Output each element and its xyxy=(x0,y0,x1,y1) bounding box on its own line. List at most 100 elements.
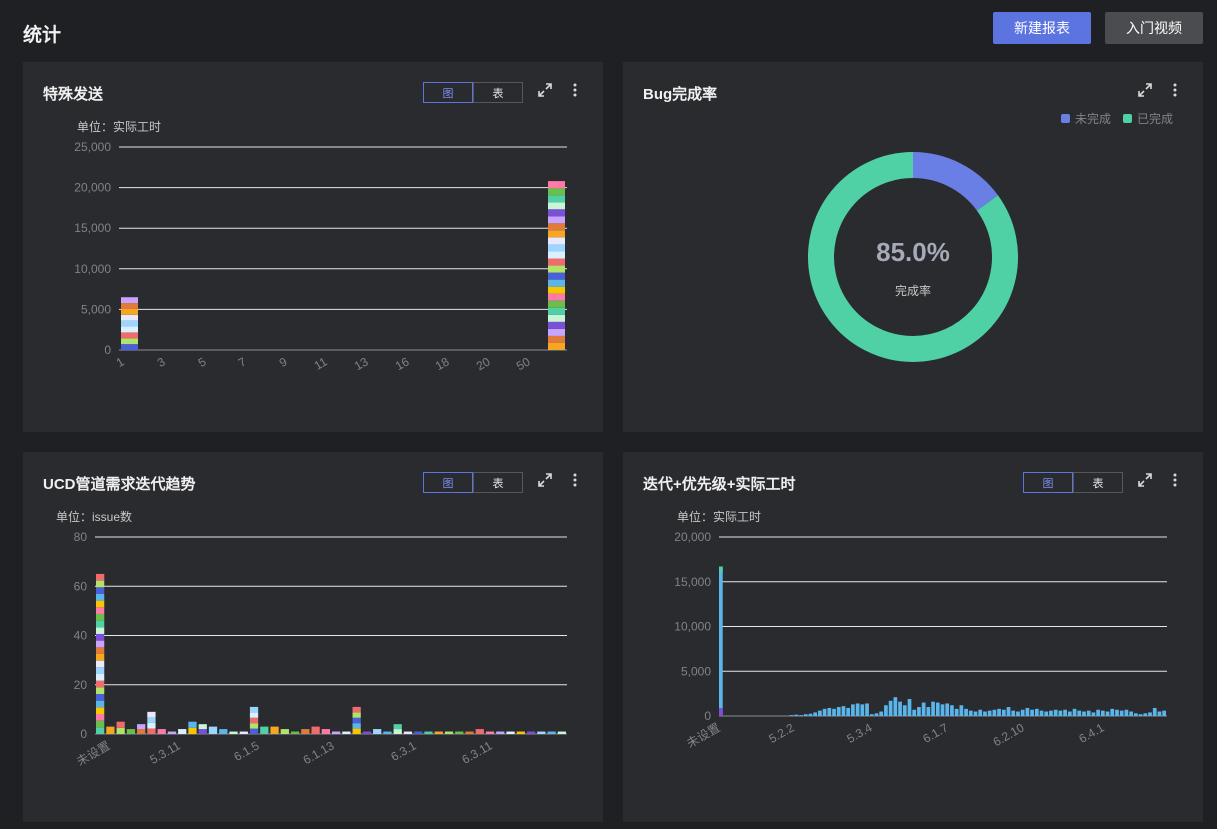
bar-segment[interactable] xyxy=(373,729,382,734)
bar-segment[interactable] xyxy=(96,680,105,688)
bar-segment[interactable] xyxy=(270,726,279,734)
bar-segment[interactable] xyxy=(249,706,259,713)
bar[interactable] xyxy=(902,705,907,716)
bar[interactable] xyxy=(1006,707,1011,716)
bar-segment[interactable] xyxy=(548,258,565,266)
more-vertical-icon[interactable] xyxy=(1166,81,1184,99)
bar[interactable] xyxy=(893,697,898,716)
bar-segment[interactable] xyxy=(96,660,105,668)
bar[interactable] xyxy=(1148,712,1152,716)
bar-segment[interactable] xyxy=(548,335,565,343)
bar-segment[interactable] xyxy=(96,687,105,694)
bar-segment[interactable] xyxy=(96,600,105,608)
bar-segment[interactable] xyxy=(96,580,105,588)
bar[interactable] xyxy=(1152,707,1157,716)
bar-segment[interactable] xyxy=(352,723,361,729)
bar[interactable] xyxy=(912,709,917,716)
bar-segment[interactable] xyxy=(485,731,495,734)
more-vertical-icon[interactable] xyxy=(1166,471,1184,489)
bar[interactable] xyxy=(931,701,935,716)
bar-segment[interactable] xyxy=(96,633,105,641)
bar-segment[interactable] xyxy=(548,307,565,315)
bar[interactable] xyxy=(964,708,968,716)
bar-segment[interactable] xyxy=(290,731,300,734)
bar-segment[interactable] xyxy=(548,244,565,252)
bar-segment[interactable] xyxy=(321,729,330,734)
bar-segment[interactable] xyxy=(548,321,565,329)
bar-segment[interactable] xyxy=(96,693,105,701)
bar-segment[interactable] xyxy=(96,707,105,714)
bar[interactable] xyxy=(1143,713,1148,716)
bar-segment[interactable] xyxy=(414,731,423,734)
bar-segment[interactable] xyxy=(239,731,248,734)
bar[interactable] xyxy=(1011,710,1016,716)
bar[interactable] xyxy=(836,707,841,716)
bar[interactable] xyxy=(1063,709,1067,716)
bar-segment[interactable] xyxy=(548,272,565,280)
bar-segment[interactable] xyxy=(229,731,238,734)
pie-slice[interactable] xyxy=(912,152,998,211)
bar-segment[interactable] xyxy=(96,720,105,728)
bar-segment[interactable] xyxy=(121,314,138,321)
bar-segment[interactable] xyxy=(548,300,565,308)
bar[interactable] xyxy=(1124,709,1129,716)
table-view-tab[interactable]: 表 xyxy=(473,82,523,103)
expand-icon[interactable] xyxy=(536,81,554,99)
bar-segment[interactable] xyxy=(548,265,565,273)
bar[interactable] xyxy=(1058,710,1063,716)
bar[interactable] xyxy=(978,709,983,716)
bar[interactable] xyxy=(879,711,884,716)
bar-segment[interactable] xyxy=(219,729,228,734)
bar[interactable] xyxy=(1030,709,1034,716)
bar-segment[interactable] xyxy=(548,216,565,224)
bar[interactable] xyxy=(799,715,803,716)
bar-segment[interactable] xyxy=(548,314,565,322)
table-view-tab[interactable]: 表 xyxy=(1073,472,1123,493)
bar-segment[interactable] xyxy=(352,717,361,724)
bar-segment[interactable] xyxy=(96,667,105,674)
bar[interactable] xyxy=(1020,709,1025,716)
bar[interactable] xyxy=(954,708,959,716)
bar[interactable] xyxy=(997,708,1001,716)
bar-segment[interactable] xyxy=(121,297,138,304)
bar[interactable] xyxy=(851,704,855,716)
bar[interactable] xyxy=(950,705,954,716)
bar[interactable] xyxy=(1157,711,1162,716)
bar[interactable] xyxy=(808,713,813,716)
bar[interactable] xyxy=(869,714,874,716)
bar[interactable] xyxy=(921,702,926,716)
bar[interactable] xyxy=(1025,707,1030,716)
bar-segment[interactable] xyxy=(96,620,105,628)
bar-segment[interactable] xyxy=(96,673,105,681)
bar-segment[interactable] xyxy=(121,320,138,327)
bar-segment[interactable] xyxy=(548,195,565,203)
bar[interactable] xyxy=(968,710,973,716)
bar-segment[interactable] xyxy=(311,726,320,734)
bar[interactable] xyxy=(789,715,794,716)
bar-segment[interactable] xyxy=(147,722,156,729)
bar[interactable] xyxy=(945,703,950,716)
bar-segment[interactable] xyxy=(96,640,105,648)
bar-segment[interactable] xyxy=(455,731,464,734)
bar[interactable] xyxy=(926,707,931,716)
bar-segment[interactable] xyxy=(548,209,565,217)
more-vertical-icon[interactable] xyxy=(566,471,584,489)
bar-segment[interactable] xyxy=(342,731,351,734)
bar-segment[interactable] xyxy=(116,721,125,728)
new-report-button[interactable]: 新建报表 xyxy=(993,12,1091,44)
bar[interactable] xyxy=(983,711,987,716)
bar-segment[interactable] xyxy=(96,613,105,621)
bar-segment[interactable] xyxy=(475,729,484,734)
bar-segment[interactable] xyxy=(537,731,546,734)
bar-segment[interactable] xyxy=(547,731,556,734)
bar-segment[interactable] xyxy=(147,728,156,734)
bar[interactable] xyxy=(987,710,992,716)
bar-segment[interactable] xyxy=(557,731,566,734)
bar-segment[interactable] xyxy=(157,729,166,734)
bar-segment[interactable] xyxy=(178,729,187,734)
bar[interactable] xyxy=(1039,710,1044,716)
bar-segment[interactable] xyxy=(96,573,105,581)
bar-segment[interactable] xyxy=(393,729,402,734)
bar-segment[interactable] xyxy=(116,727,125,734)
bar-segment[interactable] xyxy=(280,729,289,734)
